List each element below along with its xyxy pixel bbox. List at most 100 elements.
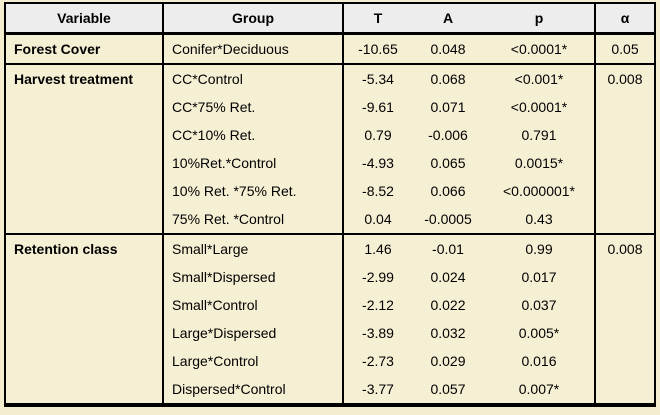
cell-group: Small*Control xyxy=(163,291,344,319)
cell-variable xyxy=(5,177,164,205)
cell-variable xyxy=(5,263,164,291)
cell-group: Dispersed*Control xyxy=(163,375,344,405)
cell-a: 0.068 xyxy=(412,63,484,93)
cell-p: 0.43 xyxy=(484,205,596,234)
table-row: CC*75% Ret. -9.61 0.071 <0.0001* xyxy=(5,93,655,121)
header-row: Variable Group T A p α xyxy=(5,3,655,35)
cell-p: 0.016 xyxy=(484,347,596,375)
cell-variable xyxy=(5,205,164,234)
cell-p: 0.99 xyxy=(484,233,596,263)
results-table: Variable Group T A p α Forest Cover Coni… xyxy=(4,2,656,407)
cell-group: Small*Dispersed xyxy=(163,263,344,291)
cell-t: -4.93 xyxy=(343,149,412,177)
cell-alpha xyxy=(595,149,655,177)
cell-p: 0.037 xyxy=(484,291,596,319)
header-a: A xyxy=(412,3,484,35)
table-row: 10% Ret. *75% Ret. -8.52 0.066 <0.000001… xyxy=(5,177,655,205)
table-row: 10%Ret.*Control -4.93 0.065 0.0015* xyxy=(5,149,655,177)
cell-a: 0.022 xyxy=(412,291,484,319)
cell-a: 0.048 xyxy=(412,33,484,64)
cell-variable xyxy=(5,319,164,347)
cell-group: CC*75% Ret. xyxy=(163,93,344,121)
cell-alpha xyxy=(595,375,655,405)
cell-a: 0.066 xyxy=(412,177,484,205)
cell-p: <0.0001* xyxy=(484,33,596,64)
cell-a: 0.057 xyxy=(412,375,484,405)
cell-p: 0.007* xyxy=(484,375,596,405)
cell-alpha xyxy=(595,121,655,149)
table-row: Forest Cover Conifer*Deciduous -10.65 0.… xyxy=(5,33,655,64)
cell-t: 0.04 xyxy=(343,205,412,234)
cell-group: Large*Dispersed xyxy=(163,319,344,347)
cell-variable: Forest Cover xyxy=(5,33,164,64)
cell-group: Conifer*Deciduous xyxy=(163,33,344,64)
header-t: T xyxy=(343,3,412,35)
table-row: Harvest treatment CC*Control -5.34 0.068… xyxy=(5,63,655,93)
cell-variable xyxy=(5,121,164,149)
table-row: 75% Ret. *Control 0.04 -0.0005 0.43 xyxy=(5,205,655,234)
cell-variable: Retention class xyxy=(5,233,164,263)
table-row: Dispersed*Control -3.77 0.057 0.007* xyxy=(5,375,655,405)
cell-p: 0.005* xyxy=(484,319,596,347)
cell-alpha xyxy=(595,263,655,291)
cell-a: -0.01 xyxy=(412,233,484,263)
cell-t: -2.12 xyxy=(343,291,412,319)
table-row: Small*Dispersed -2.99 0.024 0.017 xyxy=(5,263,655,291)
cell-group: 75% Ret. *Control xyxy=(163,205,344,234)
cell-group: 10% Ret. *75% Ret. xyxy=(163,177,344,205)
header-variable: Variable xyxy=(5,3,164,35)
table-row: Large*Control -2.73 0.029 0.016 xyxy=(5,347,655,375)
header-alpha: α xyxy=(595,3,655,35)
header-group: Group xyxy=(163,3,344,35)
table-row: Large*Dispersed -3.89 0.032 0.005* xyxy=(5,319,655,347)
cell-a: 0.071 xyxy=(412,93,484,121)
table-row: CC*10% Ret. 0.79 -0.006 0.791 xyxy=(5,121,655,149)
cell-t: -5.34 xyxy=(343,63,412,93)
cell-variable xyxy=(5,347,164,375)
cell-a: -0.006 xyxy=(412,121,484,149)
cell-t: 1.46 xyxy=(343,233,412,263)
cell-p: 0.017 xyxy=(484,263,596,291)
cell-a: 0.032 xyxy=(412,319,484,347)
cell-variable xyxy=(5,93,164,121)
cell-a: 0.024 xyxy=(412,263,484,291)
cell-variable xyxy=(5,149,164,177)
cell-alpha xyxy=(595,319,655,347)
cell-t: -2.73 xyxy=(343,347,412,375)
cell-t: -9.61 xyxy=(343,93,412,121)
cell-alpha: 0.008 xyxy=(595,63,655,93)
cell-group: Small*Large xyxy=(163,233,344,263)
cell-t: 0.79 xyxy=(343,121,412,149)
cell-alpha: 0.008 xyxy=(595,233,655,263)
cell-alpha: 0.05 xyxy=(595,33,655,64)
cell-group: 10%Ret.*Control xyxy=(163,149,344,177)
cell-t: -8.52 xyxy=(343,177,412,205)
cell-a: 0.029 xyxy=(412,347,484,375)
cell-p: 0.0015* xyxy=(484,149,596,177)
cell-alpha xyxy=(595,93,655,121)
cell-p: <0.0001* xyxy=(484,93,596,121)
cell-alpha xyxy=(595,291,655,319)
cell-group: CC*10% Ret. xyxy=(163,121,344,149)
cell-a: 0.065 xyxy=(412,149,484,177)
cell-p: 0.791 xyxy=(484,121,596,149)
cell-group: Large*Control xyxy=(163,347,344,375)
cell-a: -0.0005 xyxy=(412,205,484,234)
cell-t: -3.89 xyxy=(343,319,412,347)
cell-variable xyxy=(5,375,164,405)
cell-alpha xyxy=(595,205,655,234)
cell-t: -3.77 xyxy=(343,375,412,405)
header-p: p xyxy=(484,3,596,35)
cell-variable xyxy=(5,291,164,319)
cell-group: CC*Control xyxy=(163,63,344,93)
cell-p: <0.001* xyxy=(484,63,596,93)
table-row: Small*Control -2.12 0.022 0.037 xyxy=(5,291,655,319)
cell-p: <0.000001* xyxy=(484,177,596,205)
cell-t: -2.99 xyxy=(343,263,412,291)
cell-alpha xyxy=(595,177,655,205)
cell-alpha xyxy=(595,347,655,375)
cell-variable: Harvest treatment xyxy=(5,63,164,93)
table-row: Retention class Small*Large 1.46 -0.01 0… xyxy=(5,233,655,263)
cell-t: -10.65 xyxy=(343,33,412,64)
